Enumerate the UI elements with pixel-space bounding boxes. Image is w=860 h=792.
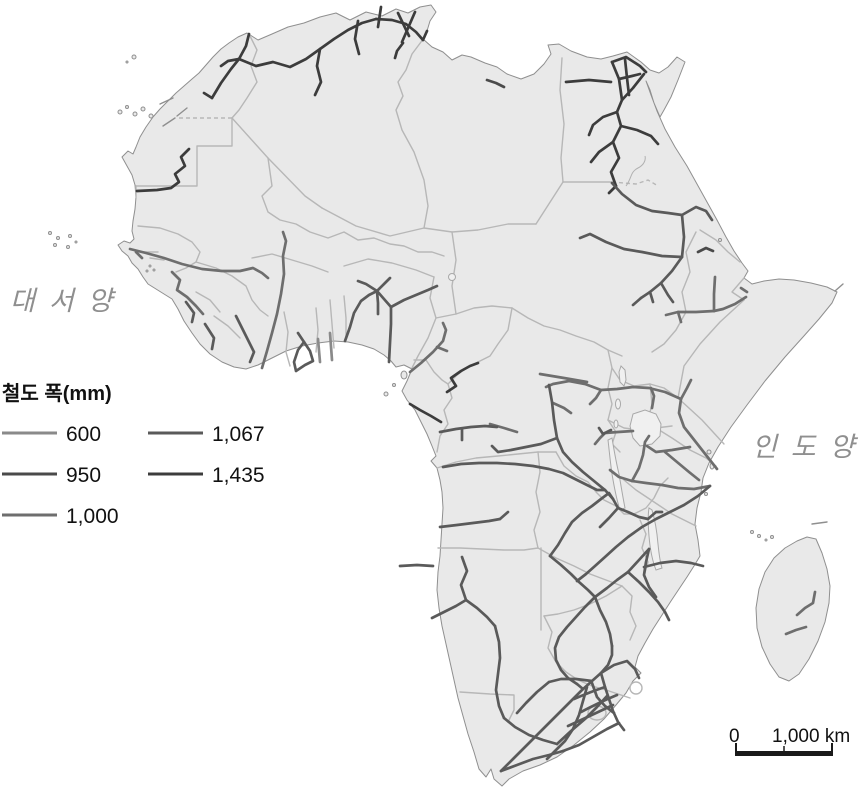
railways-group: [128, 5, 817, 773]
lake-kivu: [613, 419, 619, 429]
bijagos-island: [152, 268, 156, 272]
indian-ocean-label: 인도양: [752, 432, 860, 462]
madeira-island: [131, 54, 137, 60]
scale-bar: 0 1,000 km: [729, 726, 850, 756]
lake-nasser: [625, 155, 646, 187]
cape-verde-island: [74, 240, 78, 244]
bijagos-island: [145, 269, 149, 273]
scale-bar-rule: [735, 751, 833, 756]
mafia-island: [704, 492, 708, 496]
scale-start-label: 0: [729, 726, 740, 747]
cape-verde-island: [66, 245, 70, 249]
cape-verde-island: [56, 236, 60, 240]
lake-turkana: [618, 365, 627, 387]
legend-label-1067: 1,067: [212, 423, 265, 446]
railways-1000mm: [128, 230, 817, 636]
principe-island: [392, 383, 396, 387]
legend-title: 철도 폭(mm): [2, 382, 112, 405]
dahlak-island: [718, 238, 722, 242]
landmass-group: [117, 4, 838, 787]
comoros-island: [750, 530, 754, 534]
scale-end-label: 1,000 km: [772, 726, 850, 747]
mayotte-island: [811, 521, 828, 525]
islands-group: [48, 54, 844, 542]
legend-label-1435: 1,435: [212, 464, 265, 487]
legend-label-950: 950: [66, 464, 101, 487]
bioko-island: [400, 370, 408, 380]
legend-label-600: 600: [66, 423, 101, 446]
swaziland-border: [629, 681, 643, 695]
atlantic-ocean-label: 대서양: [10, 286, 127, 316]
cape-verde-island: [48, 231, 52, 235]
pemba-island: [706, 449, 712, 455]
railways-1067mm: [184, 181, 714, 773]
railways-600mm: [316, 331, 334, 364]
madagascar: [755, 536, 831, 682]
bijagos-island: [148, 264, 152, 268]
madeira-islet: [125, 60, 129, 64]
sao-tome-island: [383, 391, 389, 397]
cape-verde-island: [68, 234, 72, 238]
legend-label-1000: 1,000: [66, 505, 119, 528]
canary-island: [162, 117, 176, 127]
canary-island: [140, 106, 146, 112]
canary-island: [159, 97, 174, 105]
lake-chad: [448, 273, 456, 281]
railways-950mm: [485, 78, 715, 254]
comoros-island: [764, 538, 768, 542]
cape-verde-island: [53, 243, 57, 247]
canary-island: [132, 111, 138, 117]
africa-mainland: [117, 4, 838, 787]
comoros-island: [757, 534, 761, 538]
legend: 철도 폭(mm) 600 950 1,000 1,067 1,435: [2, 382, 265, 528]
canary-island: [117, 109, 123, 115]
canary-island: [176, 107, 188, 117]
railways-1435mm: [135, 5, 660, 424]
comoros-island: [770, 535, 774, 539]
egypt-sudan-dashed-border: [611, 179, 659, 187]
canary-island: [125, 105, 129, 109]
lake-albert: [615, 398, 621, 410]
socotra-island: [834, 283, 844, 292]
canary-island: [148, 113, 154, 119]
